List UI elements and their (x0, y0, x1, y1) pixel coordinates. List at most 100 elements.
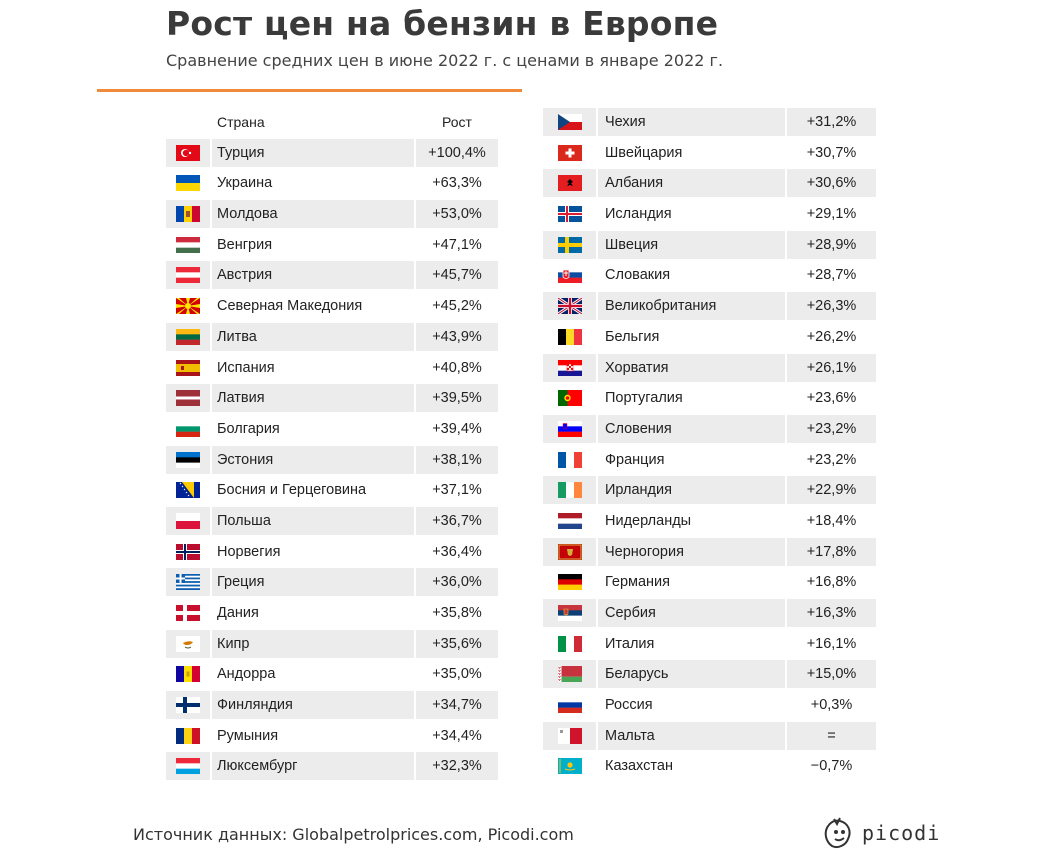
cyprus-flag-icon (176, 635, 200, 652)
italy-flag-icon (557, 635, 582, 652)
table-row: Кипр +35,6% (166, 629, 498, 661)
table-row: Нидерланды +18,4% (543, 507, 876, 538)
page-subtitle: Сравнение средних цен в июне 2022 г. с ц… (166, 51, 724, 70)
table-row: Норвегия +36,4% (166, 538, 498, 569)
finland-flag-icon (176, 697, 200, 714)
country-name: Кипр (212, 629, 414, 658)
growth-value: +17,8% (787, 537, 876, 566)
denmark-flag-icon (176, 605, 200, 621)
growth-value: −0,7% (810, 758, 853, 775)
country-name: Швеция (598, 230, 785, 259)
growth-value: +26,1% (787, 353, 876, 382)
moldova-flag-icon (176, 206, 200, 223)
growth-value: +45,7% (416, 261, 498, 290)
ireland-flag-icon (557, 482, 582, 499)
table-row: Россия +0,3% (543, 691, 876, 722)
russia-flag-icon (557, 697, 582, 714)
growth-value: +45,2% (432, 298, 482, 315)
table-row: Швеция +28,9% (543, 230, 876, 262)
table-row: Исландия +29,1% (543, 200, 876, 231)
country-name: Чехия (598, 108, 785, 136)
country-name: Северная Македония (217, 298, 363, 315)
growth-value: +100,4% (416, 138, 498, 167)
growth-value: +16,1% (806, 635, 857, 652)
growth-value: +34,4% (432, 727, 482, 744)
romania-flag-icon (176, 727, 200, 744)
country-name: Босния и Герцеговина (217, 482, 367, 499)
table-row: Италия +16,1% (543, 630, 876, 661)
growth-value: +38,1% (416, 445, 498, 474)
table-row: Литва +43,9% (166, 322, 498, 354)
czechia-flag-icon (557, 114, 582, 130)
country-name: Германия (605, 574, 671, 591)
table-row: Эстония +38,1% (166, 445, 498, 477)
table-row: Великобритания +26,3% (543, 292, 876, 323)
growth-value: +22,9% (787, 476, 876, 505)
table-row: Испания +40,8% (166, 354, 498, 385)
growth-value: +63,3% (432, 175, 482, 192)
picodi-logo: picodi (820, 815, 940, 851)
slovakia-flag-icon (557, 267, 582, 284)
table-row: Франция +23,2% (543, 446, 876, 477)
montenegro-flag-icon (557, 543, 582, 560)
country-name: Румыния (217, 727, 279, 744)
country-name: Бельгия (605, 328, 660, 345)
growth-value: +43,9% (416, 322, 498, 351)
greece-flag-icon (176, 574, 200, 591)
country-name: Россия (605, 697, 653, 714)
growth-column-header: Рост (442, 114, 472, 130)
page-title: Рост цен на бензин в Европе (166, 4, 719, 43)
country-name: Великобритания (598, 292, 785, 321)
country-name: Украина (217, 175, 273, 192)
country-name: Польша (212, 506, 414, 535)
table-row: Босния и Герцеговина +37,1% (166, 476, 498, 507)
table-row: Хорватия +26,1% (543, 353, 876, 385)
country-name: Беларусь (598, 660, 785, 689)
growth-value: +28,7% (806, 267, 857, 284)
country-name: Венгрия (217, 236, 273, 253)
left-table: Страна Рост Турция +100,4% Украина +63,3% Мо… (166, 108, 498, 783)
country-column-header: Страна (217, 114, 265, 130)
country-name: Ирландия (598, 476, 785, 505)
kazakhstan-flag-icon (557, 758, 582, 775)
growth-value: +32,3% (416, 752, 498, 781)
growth-value: +23,2% (787, 414, 876, 443)
country-name: Литва (212, 322, 414, 351)
iceland-flag-icon (557, 206, 582, 223)
growth-value: +26,3% (787, 292, 876, 321)
growth-value: +35,6% (416, 629, 498, 658)
logo-text: picodi (862, 821, 941, 845)
country-name: Казахстан (605, 758, 673, 775)
bulgaria-flag-icon (176, 420, 200, 437)
country-name: Финляндия (212, 691, 414, 720)
table-row: Бельгия +26,2% (543, 323, 876, 354)
table-row: Мальта = (543, 721, 876, 753)
norway-flag-icon (176, 543, 200, 560)
estonia-flag-icon (176, 451, 200, 468)
growth-value: +36,0% (416, 568, 498, 597)
growth-value: +37,1% (432, 482, 482, 499)
belarus-flag-icon (557, 666, 582, 683)
bosnia-flag-icon (176, 482, 200, 499)
growth-value: +28,9% (787, 230, 876, 259)
table-row: Андорра +35,0% (166, 660, 498, 691)
growth-value: +35,8% (432, 605, 482, 621)
growth-value: +29,1% (806, 206, 857, 223)
country-name: Словакия (605, 267, 671, 284)
country-name: Турция (212, 138, 414, 167)
country-name: Австрия (212, 261, 414, 290)
andorra-flag-icon (176, 666, 200, 683)
country-name: Мальта (598, 721, 785, 750)
table-row: Люксембург +32,3% (166, 752, 498, 783)
austria-flag-icon (176, 267, 200, 284)
table-row: Польша +36,7% (166, 506, 498, 538)
table-row: Молдова +53,0% (166, 200, 498, 231)
table-row: Беларусь +15,0% (543, 660, 876, 691)
country-name: Норвегия (217, 543, 281, 560)
country-name: Сербия (598, 599, 785, 627)
sweden-flag-icon (557, 236, 582, 253)
malta-flag-icon (557, 727, 582, 744)
growth-value: +36,4% (432, 543, 482, 560)
growth-value: +30,7% (806, 144, 857, 161)
country-name: Андорра (217, 666, 276, 683)
